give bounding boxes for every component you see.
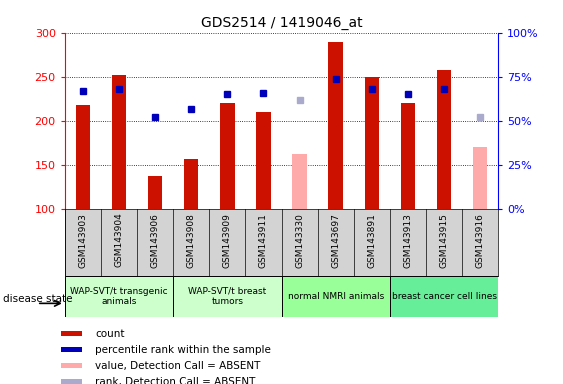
Text: GSM143697: GSM143697: [331, 213, 340, 268]
Bar: [61, 379, 82, 384]
Text: GSM143909: GSM143909: [223, 213, 232, 268]
Bar: [65, 276, 173, 317]
Text: GSM143908: GSM143908: [187, 213, 196, 268]
Bar: [220, 103, 235, 209]
Bar: [61, 331, 82, 336]
Bar: [111, 75, 126, 209]
Text: GSM143913: GSM143913: [404, 213, 413, 268]
Text: WAP-SVT/t breast
tumors: WAP-SVT/t breast tumors: [188, 287, 266, 306]
Text: GSM143916: GSM143916: [476, 213, 485, 268]
Text: GSM143911: GSM143911: [259, 213, 268, 268]
Text: GSM143915: GSM143915: [440, 213, 449, 268]
Bar: [390, 276, 498, 317]
Text: GSM143904: GSM143904: [114, 213, 123, 267]
Text: count: count: [95, 329, 125, 339]
Bar: [401, 103, 415, 209]
Text: WAP-SVT/t transgenic
animals: WAP-SVT/t transgenic animals: [70, 287, 168, 306]
Text: GSM143891: GSM143891: [367, 213, 376, 268]
Bar: [365, 77, 379, 209]
Bar: [148, 176, 162, 209]
Text: breast cancer cell lines: breast cancer cell lines: [391, 292, 497, 301]
Text: value, Detection Call = ABSENT: value, Detection Call = ABSENT: [95, 361, 261, 371]
Bar: [61, 363, 82, 368]
Bar: [61, 347, 82, 352]
Text: normal NMRI animals: normal NMRI animals: [288, 292, 384, 301]
Bar: [473, 147, 488, 209]
Text: disease state: disease state: [3, 294, 72, 304]
Text: GSM143330: GSM143330: [295, 213, 304, 268]
Bar: [256, 112, 271, 209]
Bar: [282, 276, 390, 317]
Bar: [437, 70, 452, 209]
Title: GDS2514 / 1419046_at: GDS2514 / 1419046_at: [200, 16, 363, 30]
Text: GSM143906: GSM143906: [150, 213, 159, 268]
Text: rank, Detection Call = ABSENT: rank, Detection Call = ABSENT: [95, 377, 256, 384]
Text: percentile rank within the sample: percentile rank within the sample: [95, 344, 271, 354]
Bar: [292, 154, 307, 209]
Text: GSM143903: GSM143903: [78, 213, 87, 268]
Bar: [184, 159, 198, 209]
Bar: [328, 42, 343, 209]
Bar: [75, 105, 90, 209]
Bar: [173, 276, 282, 317]
